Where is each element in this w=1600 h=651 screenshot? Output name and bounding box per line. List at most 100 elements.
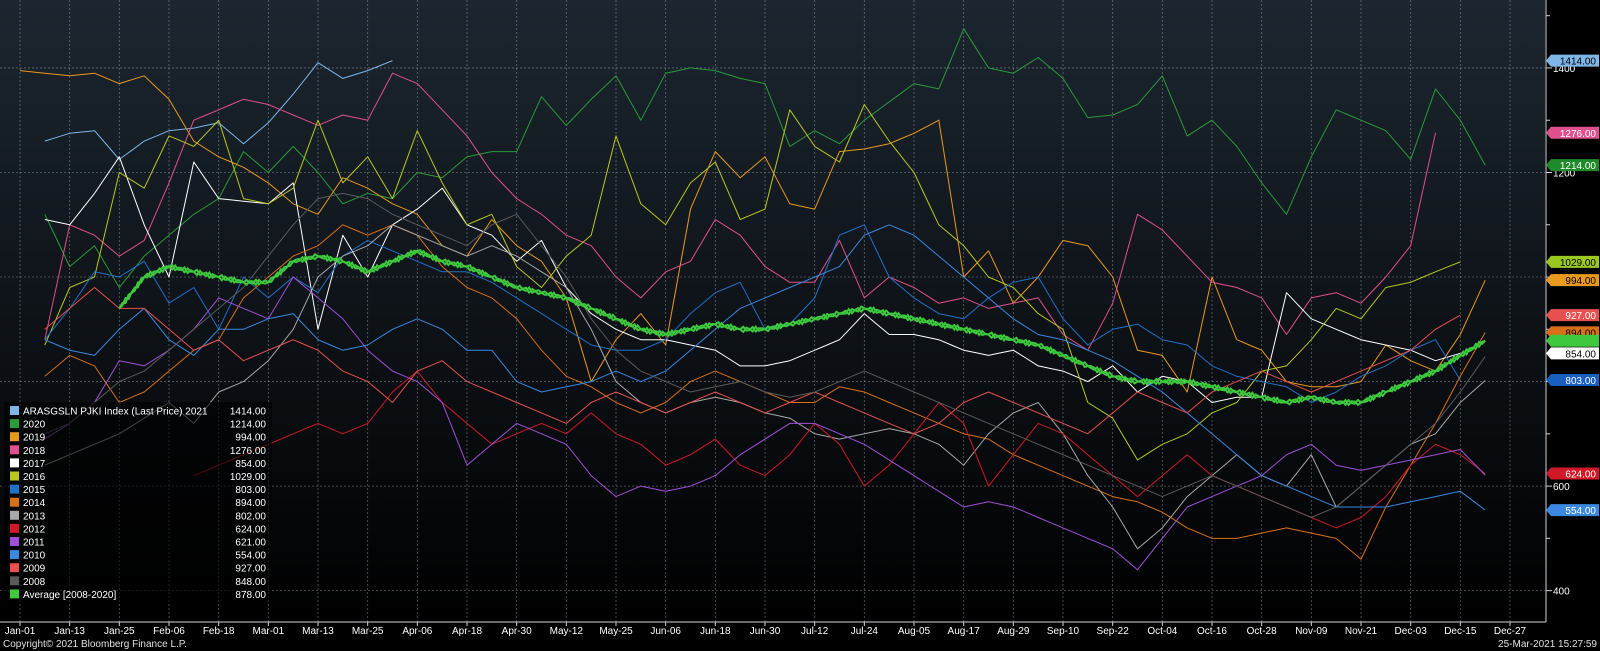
x-tick-label: Jun-30 [750, 626, 781, 637]
legend-swatch [10, 576, 19, 586]
series-line-2009 [44, 287, 1461, 435]
series-line-2008 [44, 192, 1486, 518]
legend-last-value: 1414.00 [230, 407, 267, 418]
legend-swatch [10, 523, 19, 533]
legend-last-value: 848.00 [235, 577, 266, 588]
x-tick-label: Jul-12 [801, 626, 829, 637]
x-tick-label: Aug-17 [948, 626, 981, 637]
legend-last-value: 894.00 [235, 498, 266, 509]
flag-background [1546, 347, 1599, 360]
legend-series-name: 2008 [23, 577, 46, 588]
flag-background [1546, 309, 1599, 322]
legend-series-name: 2019 [23, 433, 46, 444]
y-tick-label: 1200 [1553, 168, 1576, 179]
x-tick-label: Mar-25 [352, 626, 384, 637]
legend-series-name: Average [2008-2020] [23, 590, 116, 601]
legend-series-name: 2010 [23, 551, 46, 562]
x-tick-label: Apr-30 [502, 626, 532, 637]
x-tick-label: Jan-01 [5, 626, 36, 637]
series-line-average-top [118, 249, 1486, 407]
legend-last-value: 1214.00 [230, 420, 267, 431]
legend-last-value: 994.00 [235, 433, 266, 444]
legend-series-name: 2013 [23, 511, 46, 522]
last-price-flag: 554.00 [1546, 504, 1599, 517]
series-line-2020 [44, 28, 1486, 288]
x-tick-label: Jan-13 [54, 626, 85, 637]
series-line-arasgsln [44, 60, 393, 160]
x-tick-label: Nov-09 [1295, 626, 1328, 637]
legend-series-name: ARASGSLN PJKI Index (Last Price) 2021 [23, 407, 208, 418]
flag-background [1546, 54, 1599, 67]
series-line-2015 [44, 224, 1461, 403]
last-price-flag: 994.00 [1546, 274, 1599, 287]
flag-value: 624.00 [1565, 470, 1596, 481]
legend-swatch [10, 419, 19, 429]
x-tick-label: Mar-01 [252, 626, 284, 637]
flag-value: 894.00 [1565, 328, 1596, 339]
last-price-flag [1546, 334, 1599, 347]
flag-value: 554.00 [1565, 506, 1596, 517]
copyright-text: Copyright© 2021 Bloomberg Finance L.P. [3, 639, 187, 650]
x-tick-label: Jul-24 [851, 626, 879, 637]
legend-series-name: 2012 [23, 524, 46, 535]
flag-value: 994.00 [1565, 276, 1596, 287]
legend-series-name: 2011 [23, 538, 45, 549]
last-price-flags: 1414.00 1276.00 1214.00 1029.00 994.00 927.00… [1546, 54, 1599, 517]
legend-series-name: 2009 [23, 564, 46, 575]
last-price-flag: 927.00 [1546, 309, 1599, 322]
flag-background [1546, 467, 1599, 480]
flag-background [1546, 274, 1599, 287]
legend-series-name: 2016 [23, 472, 46, 483]
legend-series-name: 2014 [23, 498, 46, 509]
series-line-2017 [44, 156, 1461, 403]
y-tick-label: 1400 [1553, 64, 1576, 75]
x-tick-label: Feb-06 [153, 626, 185, 637]
legend-last-value: 927.00 [235, 564, 266, 575]
legend-last-value: 854.00 [235, 459, 266, 470]
flag-background [1546, 373, 1599, 386]
series-line-2019 [19, 70, 1486, 393]
x-tick-label: Oct-28 [1247, 626, 1277, 637]
legend-swatch [10, 510, 19, 520]
series-line-2010 [44, 224, 1486, 511]
series-line-2011 [44, 276, 1486, 571]
legend-box [4, 402, 272, 603]
x-tick-label: Feb-18 [203, 626, 235, 637]
x-tick-label: Aug-29 [997, 626, 1030, 637]
x-tick-label: May-25 [599, 626, 633, 637]
flag-background [1546, 255, 1599, 268]
legend-swatch [10, 589, 19, 599]
y-tick-label: 600 [1553, 482, 1570, 493]
flag-value: 1214.00 [1560, 161, 1597, 172]
x-tick-label: Nov-21 [1345, 626, 1378, 637]
last-price-flag: 1214.00 [1546, 159, 1599, 172]
flag-background [1546, 159, 1599, 172]
legend-swatch [10, 458, 19, 468]
last-price-flag: 624.00 [1546, 467, 1599, 481]
legend-last-value: 878.00 [235, 590, 266, 601]
legend-last-value: 554.00 [235, 551, 266, 562]
series-line-2016 [44, 104, 1461, 461]
last-price-flag: 803.00 [1546, 373, 1599, 387]
legend-last-value: 1029.00 [230, 472, 267, 483]
last-price-flag: 1414.00 [1546, 54, 1599, 68]
legend-series-name: 2018 [23, 446, 46, 457]
x-tick-label: Oct-16 [1197, 626, 1227, 637]
timestamp-text: 25-Mar-2021 15:27:59 [1498, 639, 1597, 650]
x-tick-label: Dec-15 [1444, 626, 1477, 637]
legend: ARASGSLN PJKI Index (Last Price) 2021 141… [4, 402, 272, 603]
flag-background [1546, 126, 1599, 139]
flag-value: 1414.00 [1560, 57, 1597, 68]
legend-swatch [10, 484, 19, 494]
legend-last-value: 802.00 [235, 511, 266, 522]
flag-value: 854.00 [1565, 349, 1596, 360]
legend-swatch [10, 471, 19, 481]
legend-swatch [10, 406, 19, 415]
legend-swatch [10, 497, 19, 507]
x-tick-label: Sep-22 [1097, 626, 1130, 637]
x-tick-label: Mar-13 [302, 626, 334, 637]
legend-last-value: 624.00 [235, 524, 266, 535]
x-tick-label: Oct-04 [1147, 626, 1177, 637]
legend-series-name: 2015 [23, 485, 46, 496]
